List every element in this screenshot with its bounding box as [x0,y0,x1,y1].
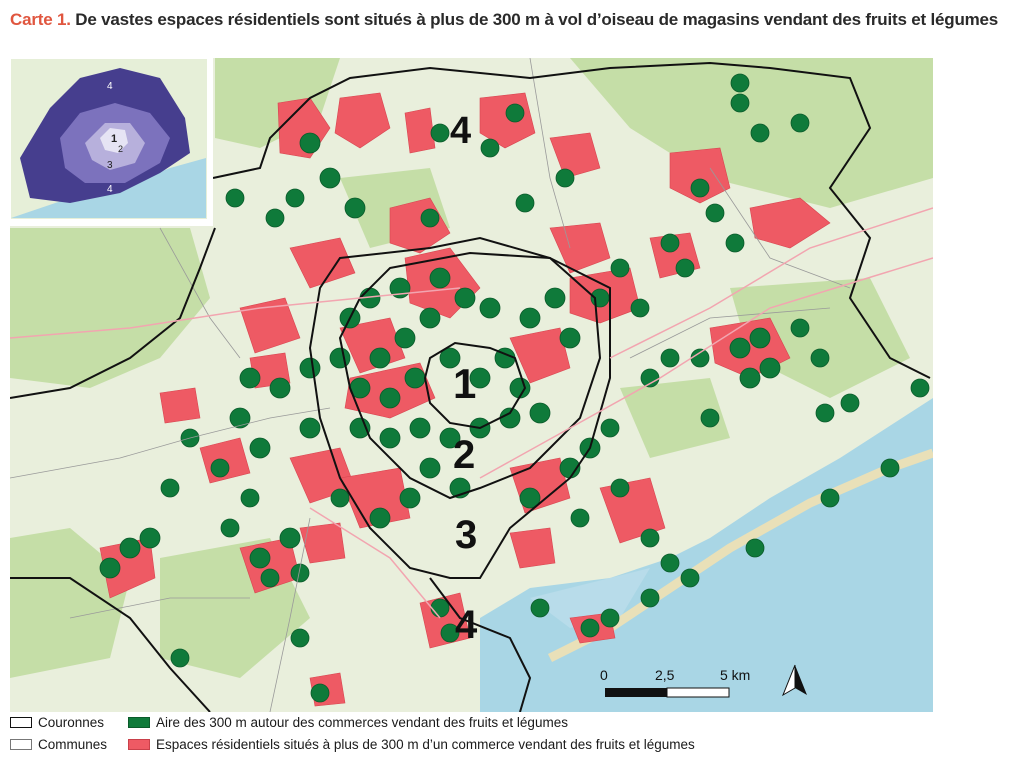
legend-swatch-communes [10,739,32,750]
map-title: Carte 1. De vastes espaces résidentiels … [10,10,998,30]
legend-swatch-espaces [128,739,150,750]
inset-map: 4 1 2 3 4 [11,59,207,219]
legend-couronnes: Couronnes [10,715,104,730]
inset-label-2: 2 [118,144,123,154]
legend-label-espaces: Espaces résidentiels situés à plus de 30… [156,737,695,752]
service-areas [99,73,930,703]
scale-label-5km: 5 km [720,667,750,683]
map-area: 4 1 2 3 4 4 1 2 3 4 0 2,5 5 km [10,58,933,712]
inset-label-1: 1 [111,133,117,145]
legend-label-communes: Communes [38,737,108,752]
scale-label-2-5: 2,5 [655,667,675,683]
legend-label-aire: Aire des 300 m autour des commerces vend… [156,715,568,730]
legend-label-couronnes: Couronnes [38,715,105,730]
legend: Couronnes Communes Aire des 300 m autour… [10,713,1020,773]
legend-swatch-couronnes [10,717,32,728]
roads [10,207,933,619]
scale-bar: 0 2,5 5 km [600,667,750,698]
legend-aire: Aire des 300 m autour des commerces vend… [128,715,568,730]
inset-label-4-bottom: 4 [107,184,113,195]
north-arrow-icon [781,664,807,697]
map-title-prefix: Carte 1. [10,10,71,29]
ring-label-2: 2 [453,433,475,477]
ring-label-1: 1 [453,360,476,407]
ring-label-4-south: 4 [455,603,478,647]
map-title-text: De vastes espaces résidentiels sont situ… [75,10,999,29]
legend-communes: Communes [10,737,107,752]
commune-borders [10,58,851,712]
residential-zones [99,92,831,707]
ring-label-3: 3 [455,513,477,557]
map-canvas: 4 1 2 3 4 4 1 2 3 4 0 2,5 5 km [10,58,933,712]
lagoon [530,568,650,628]
legend-espaces: Espaces résidentiels situés à plus de 30… [128,737,695,752]
inset-label-4-top: 4 [107,81,113,92]
inset-label-3: 3 [107,160,113,171]
legend-swatch-aire [128,717,150,728]
scale-label-0: 0 [600,667,608,683]
ring-label-4-north: 4 [450,110,471,152]
ring-borders [10,61,931,712]
